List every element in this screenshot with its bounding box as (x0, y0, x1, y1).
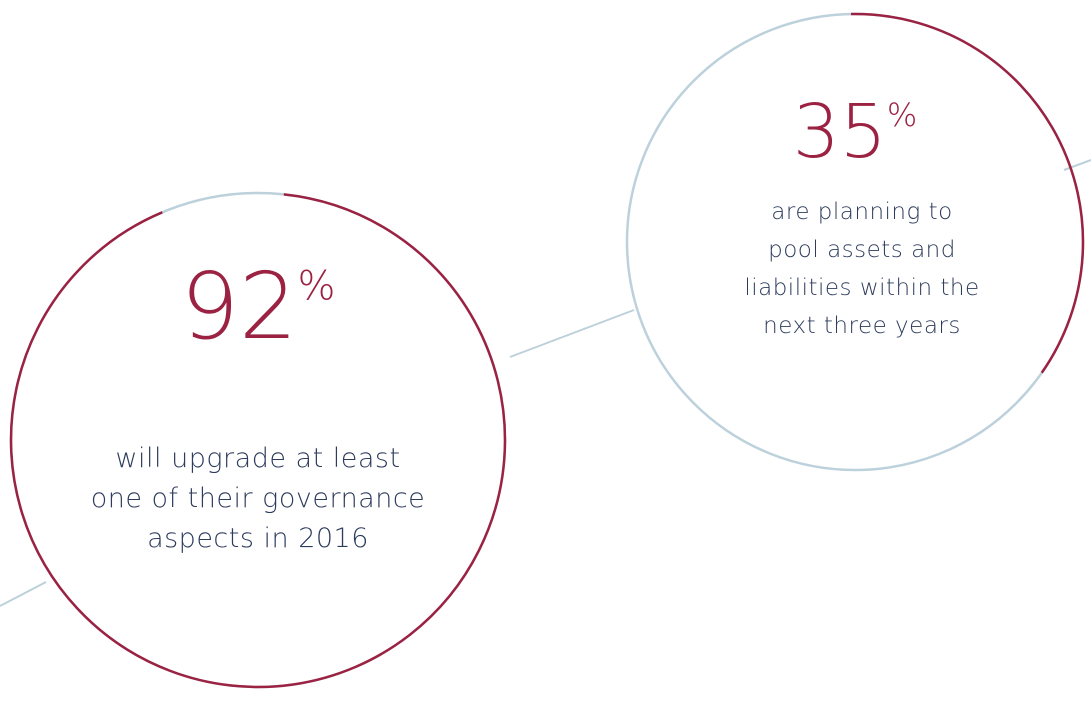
percent-value: 92% (180, 253, 335, 360)
percent-unit: % (887, 96, 917, 134)
caption-line: are planning to (771, 199, 952, 225)
caption-line: liabilities within the (744, 275, 979, 301)
percent-number: 92 (180, 253, 297, 360)
connector (1063, 159, 1091, 171)
ring-arc (851, 12, 1085, 374)
caption-line: one of their governance (91, 483, 426, 514)
percent-value: 35% (793, 89, 918, 175)
caption-line: aspects in 2016 (147, 523, 369, 554)
caption-line: will upgrade at least (115, 443, 400, 474)
connector (0, 581, 47, 607)
percent-number: 35 (793, 89, 887, 175)
caption-line: pool assets and (768, 237, 956, 263)
connector (509, 309, 635, 358)
caption-line: next three years (763, 313, 961, 339)
ring-arc (9, 193, 507, 689)
percent-unit: % (298, 263, 336, 309)
